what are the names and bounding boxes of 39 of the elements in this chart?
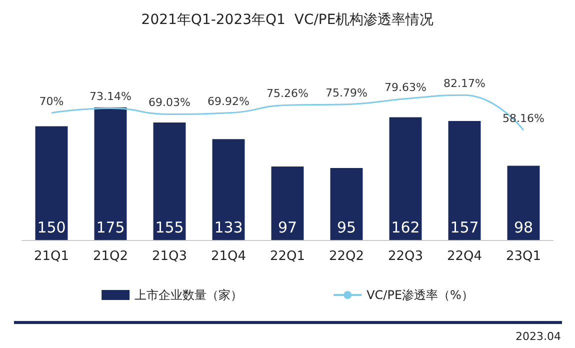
bar (94, 107, 127, 240)
data-label: 73.14% (90, 90, 132, 104)
x-tick-label: 23Q1 (506, 249, 542, 264)
legend-label: VC/PE渗透率（%） (366, 288, 474, 302)
x-tick-label: 21Q4 (210, 249, 246, 264)
data-label: 157 (450, 218, 479, 236)
bar (507, 166, 540, 240)
bar (35, 126, 68, 240)
bar (153, 122, 186, 240)
x-tick-label: 22Q3 (388, 249, 424, 264)
data-label: 175 (96, 218, 125, 236)
chart-title: 2021年Q1-2023年Q1 VC/PE机构渗透率情况 (141, 12, 434, 28)
data-label: 82.17% (444, 77, 486, 90)
bar (448, 120, 481, 240)
bar (212, 139, 245, 240)
data-label: 69.03% (148, 96, 190, 110)
x-tick-label: 21Q2 (92, 249, 128, 264)
data-label: 133 (214, 218, 243, 236)
data-label: 98 (514, 218, 534, 236)
data-label: 79.63% (384, 80, 426, 94)
data-label: 75.79% (326, 86, 368, 100)
x-tick-label: 21Q1 (34, 249, 70, 264)
data-label: 155 (155, 218, 184, 236)
data-label: 75.26% (266, 87, 308, 100)
bar (389, 117, 422, 240)
data-label: 97 (278, 218, 298, 236)
legend-label: 上市企业数量（家） (134, 288, 243, 302)
data-label: 162 (391, 218, 420, 236)
bar (330, 168, 363, 240)
data-label: 150 (37, 218, 66, 236)
data-label: 70% (39, 94, 64, 108)
x-tick-label: 21Q3 (152, 249, 188, 264)
data-label: 69.92% (208, 94, 250, 108)
data-label: 95 (336, 218, 356, 236)
x-tick-label: 22Q1 (270, 249, 306, 264)
x-tick-label: 22Q4 (446, 249, 482, 264)
bar (271, 166, 304, 240)
text: 2023.04 (516, 330, 562, 343)
x-tick-label: 22Q2 (328, 249, 364, 264)
